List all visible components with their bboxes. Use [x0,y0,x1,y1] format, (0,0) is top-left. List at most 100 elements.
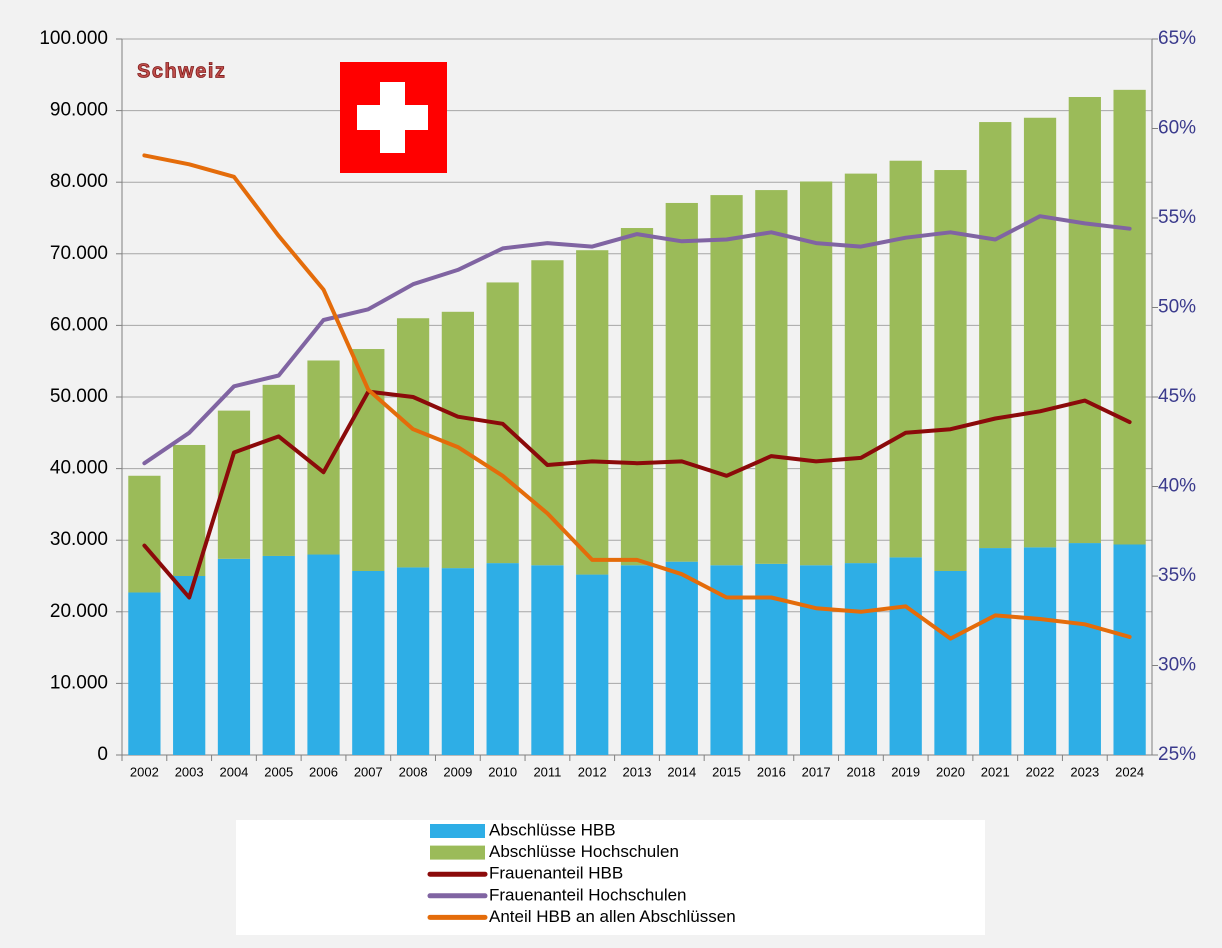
y2-tick-label: 55% [1158,207,1196,228]
bar [800,565,833,755]
bar [844,563,878,755]
bar [889,160,922,558]
x-tick-label: 2005 [264,764,293,779]
y-tick-label: 20.000 [50,601,108,622]
y2-tick-label: 65% [1158,28,1196,49]
legend-label: Anteil HBB an allen Abschlüssen [489,907,736,926]
bar [262,555,295,755]
y-tick-label: 50.000 [50,386,108,407]
bar [1068,96,1101,544]
line [142,153,1132,641]
bar [1023,547,1057,755]
bar [576,574,609,755]
x-tick-label: 2007 [354,764,383,779]
legend-label: Frauenanteil HBB [489,864,623,883]
x-tick-label: 2022 [1026,764,1055,779]
bar [755,563,788,755]
x-tick-label: 2011 [533,764,561,779]
bar [441,311,474,569]
line [142,214,1132,466]
legend-swatch [430,824,485,838]
bar [665,561,698,755]
x-tick-label: 2008 [399,764,428,779]
y-tick-label: 90.000 [50,100,108,121]
y-tick-label: 0 [97,744,108,765]
bar [620,228,654,566]
x-tick-label: 2010 [488,764,517,779]
legend-box [236,820,985,935]
bar [620,565,654,755]
y2-tick-label: 60% [1158,118,1196,139]
bar [1113,544,1146,755]
bar [441,568,474,755]
x-tick-label: 2015 [712,764,741,779]
x-tick-label: 2006 [309,764,338,779]
chart-title: Schweiz [137,60,226,82]
y-tick-label: 40.000 [50,458,108,479]
x-tick-label: 2017 [802,764,831,779]
y-tick-label: 60.000 [50,314,108,335]
bar [576,250,609,575]
legend-label: Frauenanteil Hochschulen [489,885,687,904]
y2-tick-label: 40% [1158,476,1196,497]
bar [934,570,967,755]
bar [307,360,340,555]
bar [889,557,922,755]
bar [1113,89,1146,545]
y2-tick-label: 30% [1158,655,1196,676]
flag-cross [357,105,428,130]
bar [979,122,1012,549]
bar [755,190,788,564]
y2-tick-label: 35% [1158,565,1196,586]
y-tick-label: 80.000 [50,171,108,192]
bar [979,548,1012,755]
x-tick-label: 2014 [667,764,696,779]
legend-swatch [430,845,485,860]
bar [531,565,564,755]
bar [128,475,161,593]
x-tick-label: 2019 [891,764,920,779]
bar [396,567,430,755]
x-tick-label: 2023 [1070,764,1099,779]
bar [531,260,564,566]
bar [665,202,698,562]
bar [934,170,967,571]
bar [1023,117,1057,548]
bar [352,349,385,571]
x-tick-label: 2018 [846,764,875,779]
x-tick-label: 2003 [175,764,204,779]
bar [396,318,430,568]
bar [262,384,295,556]
bar [1068,543,1101,755]
y-tick-label: 70.000 [50,243,108,264]
swiss-flag [340,62,447,173]
x-tick-label: 2012 [578,764,607,779]
bar [307,554,340,755]
x-tick-label: 2013 [623,764,652,779]
bar [710,195,743,566]
y2-tick-label: 25% [1158,744,1196,765]
y2-tick-label: 45% [1158,386,1196,407]
bar [217,558,251,755]
bar [844,173,878,564]
bar [173,576,206,755]
y2-tick-label: 50% [1158,297,1196,318]
x-tick-label: 2004 [219,764,248,779]
legend-label: Abschlüsse Hochschulen [489,842,679,861]
y-tick-label: 100.000 [39,28,108,49]
bar [486,563,519,755]
bar [173,444,206,576]
line [142,389,1132,600]
bar [352,570,385,755]
bar [128,592,161,755]
legend-label: Abschlüsse HBB [489,820,616,839]
x-tick-label: 2024 [1115,764,1144,779]
x-tick-label: 2002 [130,764,159,779]
x-tick-label: 2009 [443,764,472,779]
y-tick-label: 30.000 [50,529,108,550]
x-tick-label: 2021 [981,764,1010,779]
x-tick-label: 2020 [936,764,965,779]
y-tick-label: 10.000 [50,672,108,693]
x-tick-label: 2016 [757,764,786,779]
